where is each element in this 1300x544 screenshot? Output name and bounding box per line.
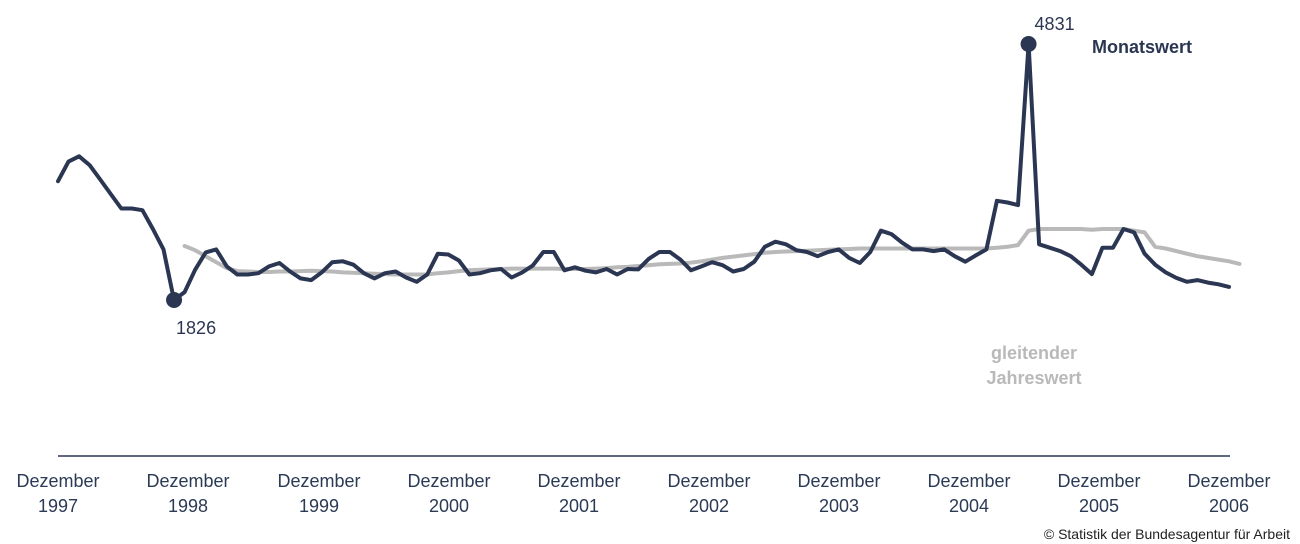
svg-text:Dezember: Dezember bbox=[407, 471, 490, 491]
x-tick-label: Dezember 1998 bbox=[146, 471, 229, 516]
x-tick-label: Dezember 2003 bbox=[797, 471, 880, 516]
legend-gleitender-line1: gleitender bbox=[991, 343, 1077, 363]
series-line-monatswert bbox=[56, 42, 1231, 302]
svg-text:1999: 1999 bbox=[299, 496, 339, 516]
legend-monatswert: Monatswert bbox=[1092, 37, 1192, 57]
svg-text:Dezember: Dezember bbox=[537, 471, 620, 491]
series-line-gleitender-jahreswert bbox=[182, 227, 1242, 277]
x-tick-label: Dezember 2000 bbox=[407, 471, 490, 516]
x-axis-ticks: Dezember 1997 Dezember 1998 Dezember 1999 D… bbox=[16, 471, 1270, 516]
x-tick-label: Dezember 1997 bbox=[16, 471, 99, 516]
svg-text:Dezember: Dezember bbox=[667, 471, 750, 491]
highlight-point bbox=[166, 292, 183, 308]
svg-text:2006: 2006 bbox=[1209, 496, 1249, 516]
svg-text:Dezember: Dezember bbox=[797, 471, 880, 491]
x-tick-label: Dezember 1999 bbox=[277, 471, 360, 516]
svg-text:2003: 2003 bbox=[819, 496, 859, 516]
x-tick-label: Dezember 2002 bbox=[667, 471, 750, 516]
svg-text:1997: 1997 bbox=[38, 496, 78, 516]
svg-text:Dezember: Dezember bbox=[16, 471, 99, 491]
svg-text:2000: 2000 bbox=[429, 496, 469, 516]
svg-text:2005: 2005 bbox=[1079, 496, 1119, 516]
svg-text:Dezember: Dezember bbox=[1187, 471, 1270, 491]
highlight-point bbox=[1020, 36, 1037, 52]
point-label: 4831 bbox=[1035, 14, 1075, 34]
svg-text:Dezember: Dezember bbox=[146, 471, 229, 491]
svg-text:Dezember: Dezember bbox=[1057, 471, 1140, 491]
x-tick-label: Dezember 2004 bbox=[927, 471, 1010, 516]
svg-text:Dezember: Dezember bbox=[927, 471, 1010, 491]
svg-text:1998: 1998 bbox=[168, 496, 208, 516]
x-tick-label: Dezember 2005 bbox=[1057, 471, 1140, 516]
source-credit: © Statistik der Bundesagentur für Arbeit bbox=[1043, 526, 1290, 542]
svg-text:2001: 2001 bbox=[559, 496, 599, 516]
svg-text:2004: 2004 bbox=[949, 496, 989, 516]
annotation-layer: 1826 4831 bbox=[166, 14, 1075, 338]
x-tick-label: Dezember 2006 bbox=[1187, 471, 1270, 516]
svg-text:Dezember: Dezember bbox=[277, 471, 360, 491]
svg-text:2002: 2002 bbox=[689, 496, 729, 516]
x-tick-label: Dezember 2001 bbox=[537, 471, 620, 516]
point-label: 1826 bbox=[176, 318, 216, 338]
legend-gleitender-line2: Jahreswert bbox=[986, 368, 1081, 388]
